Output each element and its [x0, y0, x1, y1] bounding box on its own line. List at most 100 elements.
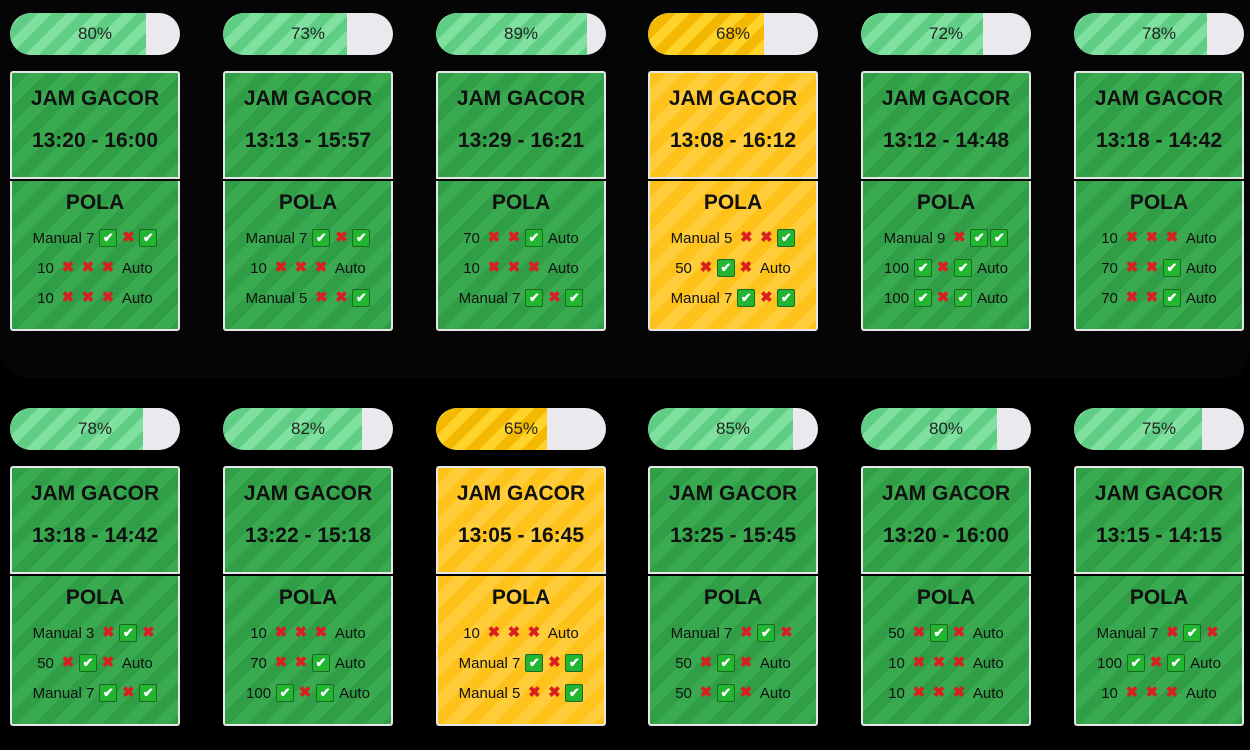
pola-line: 70 ✖ ✖ ✔ Auto	[1076, 285, 1242, 311]
cross-icon: ✖	[912, 624, 926, 641]
jam-gacor-time: 13:15 - 14:15	[1095, 524, 1223, 547]
pola-line: 70 ✖ ✖ ✔ Auto	[225, 650, 391, 676]
cross-icon: ✖	[335, 229, 348, 246]
jam-gacor-time: 13:08 - 16:12	[669, 129, 797, 152]
pola-title: POLA	[491, 586, 551, 609]
pola-line-auto: Auto	[334, 624, 366, 642]
jam-gacor-title: JAM GACOR	[456, 87, 586, 110]
pola-panel: POLA 10 ✖ ✖ ✖ Auto Manual 7 ✔ ✖ ✔ Manual 5 ✖ ✖ ✔	[436, 576, 606, 726]
cross-icon: ✖	[780, 624, 793, 641]
progress-bar: 80%	[10, 13, 180, 55]
pola-panel: POLA Manual 7 ✔ ✖ ✔ 10 ✖ ✖ ✖ Auto 10 ✖ ✖ ✖ Auto	[10, 181, 180, 331]
pola-line-label: 10	[37, 259, 54, 277]
check-icon: ✔	[99, 229, 118, 247]
check-icon: ✔	[1162, 289, 1181, 307]
check-icon: ✔	[525, 654, 544, 672]
pola-line: Manual 7 ✔ ✖ ✔	[650, 285, 816, 311]
cross-icon: ✖	[548, 654, 561, 671]
check-icon: ✔	[929, 624, 948, 642]
cross-icon: ✖	[760, 289, 773, 306]
pola-line-auto: Auto	[1185, 229, 1217, 247]
pola-line: Manual 3 ✖ ✔ ✖	[12, 620, 178, 646]
pola-line-label: Manual 7	[32, 684, 95, 702]
pola-line-auto: Auto	[1185, 684, 1217, 702]
cross-icon: ✖	[739, 654, 753, 671]
progress-text: 78%	[1141, 24, 1177, 43]
check-icon: ✔	[312, 229, 331, 247]
cross-icon: ✖	[1125, 259, 1139, 276]
cross-icon: ✖	[507, 624, 521, 641]
cross-icon: ✖	[912, 684, 926, 701]
progress-bar: 65%	[436, 408, 606, 450]
jam-gacor-panel: JAM GACOR 13:18 - 14:42	[10, 466, 180, 574]
jam-gacor-time: 13:13 - 15:57	[244, 129, 372, 152]
pola-line: Manual 7 ✔ ✖ ✔	[12, 225, 178, 251]
cross-icon: ✖	[953, 229, 966, 246]
pola-line: 10 ✖ ✖ ✖ Auto	[225, 255, 391, 281]
cross-icon: ✖	[527, 624, 541, 641]
pola-line-auto: Auto	[121, 654, 153, 672]
cross-icon: ✖	[314, 259, 328, 276]
cross-icon: ✖	[1145, 289, 1159, 306]
pola-line-label: 100	[884, 259, 910, 277]
pola-line: 10 ✖ ✖ ✖ Auto	[225, 620, 391, 646]
jam-gacor-time: 13:29 - 16:21	[457, 129, 585, 152]
pola-line-auto: Auto	[972, 684, 1004, 702]
pola-line: 10 ✖ ✖ ✖ Auto	[1076, 680, 1242, 706]
cross-icon: ✖	[527, 259, 541, 276]
progress-text: 85%	[715, 419, 751, 438]
cross-icon: ✖	[315, 289, 328, 306]
pola-line-label: Manual 9	[883, 229, 946, 247]
pola-line-auto: Auto	[1190, 654, 1221, 672]
pola-line-auto: Auto	[547, 229, 579, 247]
pola-line-auto: Auto	[334, 654, 366, 672]
jam-gacor-panel: JAM GACOR 13:20 - 16:00	[861, 466, 1031, 574]
jam-gacor-time: 13:25 - 15:45	[669, 524, 797, 547]
jam-gacor-title: JAM GACOR	[668, 87, 798, 110]
check-icon: ✔	[565, 684, 584, 702]
pola-line-label: 50	[675, 654, 692, 672]
progress-fill	[861, 408, 997, 450]
pola-line: 70 ✖ ✖ ✔ Auto	[438, 225, 604, 251]
cross-icon: ✖	[699, 684, 713, 701]
cross-icon: ✖	[335, 289, 348, 306]
pola-line-label: 70	[250, 654, 267, 672]
pola-line: Manual 7 ✔ ✖ ✔	[438, 650, 604, 676]
pola-title: POLA	[916, 586, 976, 609]
progress-bar: 78%	[1074, 13, 1244, 55]
progress-fill	[1074, 13, 1207, 55]
pola-line-label: Manual 7	[458, 654, 521, 672]
cross-icon: ✖	[739, 684, 753, 701]
cross-icon: ✖	[314, 624, 328, 641]
pola-panel: POLA Manual 5 ✖ ✖ ✔ 50 ✖ ✔ ✖ Auto Manual 7 ✔ ✖ ✔	[648, 181, 818, 331]
cross-icon: ✖	[1165, 229, 1179, 246]
pola-panel: POLA Manual 3 ✖ ✔ ✖ 50 ✖ ✔ ✖ Auto Manual 7 ✔ ✖ ✔	[10, 576, 180, 726]
jam-gacor-title: JAM GACOR	[456, 482, 586, 505]
cross-icon: ✖	[274, 624, 288, 641]
pola-line: Manual 7 ✔ ✖ ✔	[438, 285, 604, 311]
pola-line-auto: Auto	[334, 259, 366, 277]
pola-line-label: Manual 7	[1096, 624, 1159, 642]
check-icon: ✔	[777, 289, 796, 307]
progress-text: 78%	[77, 419, 113, 438]
jam-gacor-time: 13:20 - 16:00	[31, 129, 159, 152]
progress-bar: 73%	[223, 13, 393, 55]
progress-bar: 85%	[648, 408, 818, 450]
check-icon: ✔	[311, 654, 330, 672]
jam-gacor-panel: JAM GACOR 13:18 - 14:42	[1074, 71, 1244, 179]
progress-text: 73%	[290, 24, 326, 43]
check-icon: ✔	[1162, 259, 1181, 277]
pola-line-auto: Auto	[547, 624, 579, 642]
cross-icon: ✖	[1206, 624, 1219, 641]
progress-fill	[10, 408, 143, 450]
jam-gacor-title: JAM GACOR	[1094, 482, 1224, 505]
cross-icon: ✖	[1149, 654, 1163, 671]
pola-title: POLA	[916, 191, 976, 214]
progress-fill	[861, 13, 984, 55]
jam-gacor-title: JAM GACOR	[30, 87, 160, 110]
progress-text: 80%	[77, 24, 113, 43]
jam-gacor-panel: JAM GACOR 13:05 - 16:45	[436, 466, 606, 574]
cross-icon: ✖	[274, 654, 288, 671]
check-icon: ✔	[954, 259, 973, 277]
pola-line-label: 50	[37, 654, 54, 672]
